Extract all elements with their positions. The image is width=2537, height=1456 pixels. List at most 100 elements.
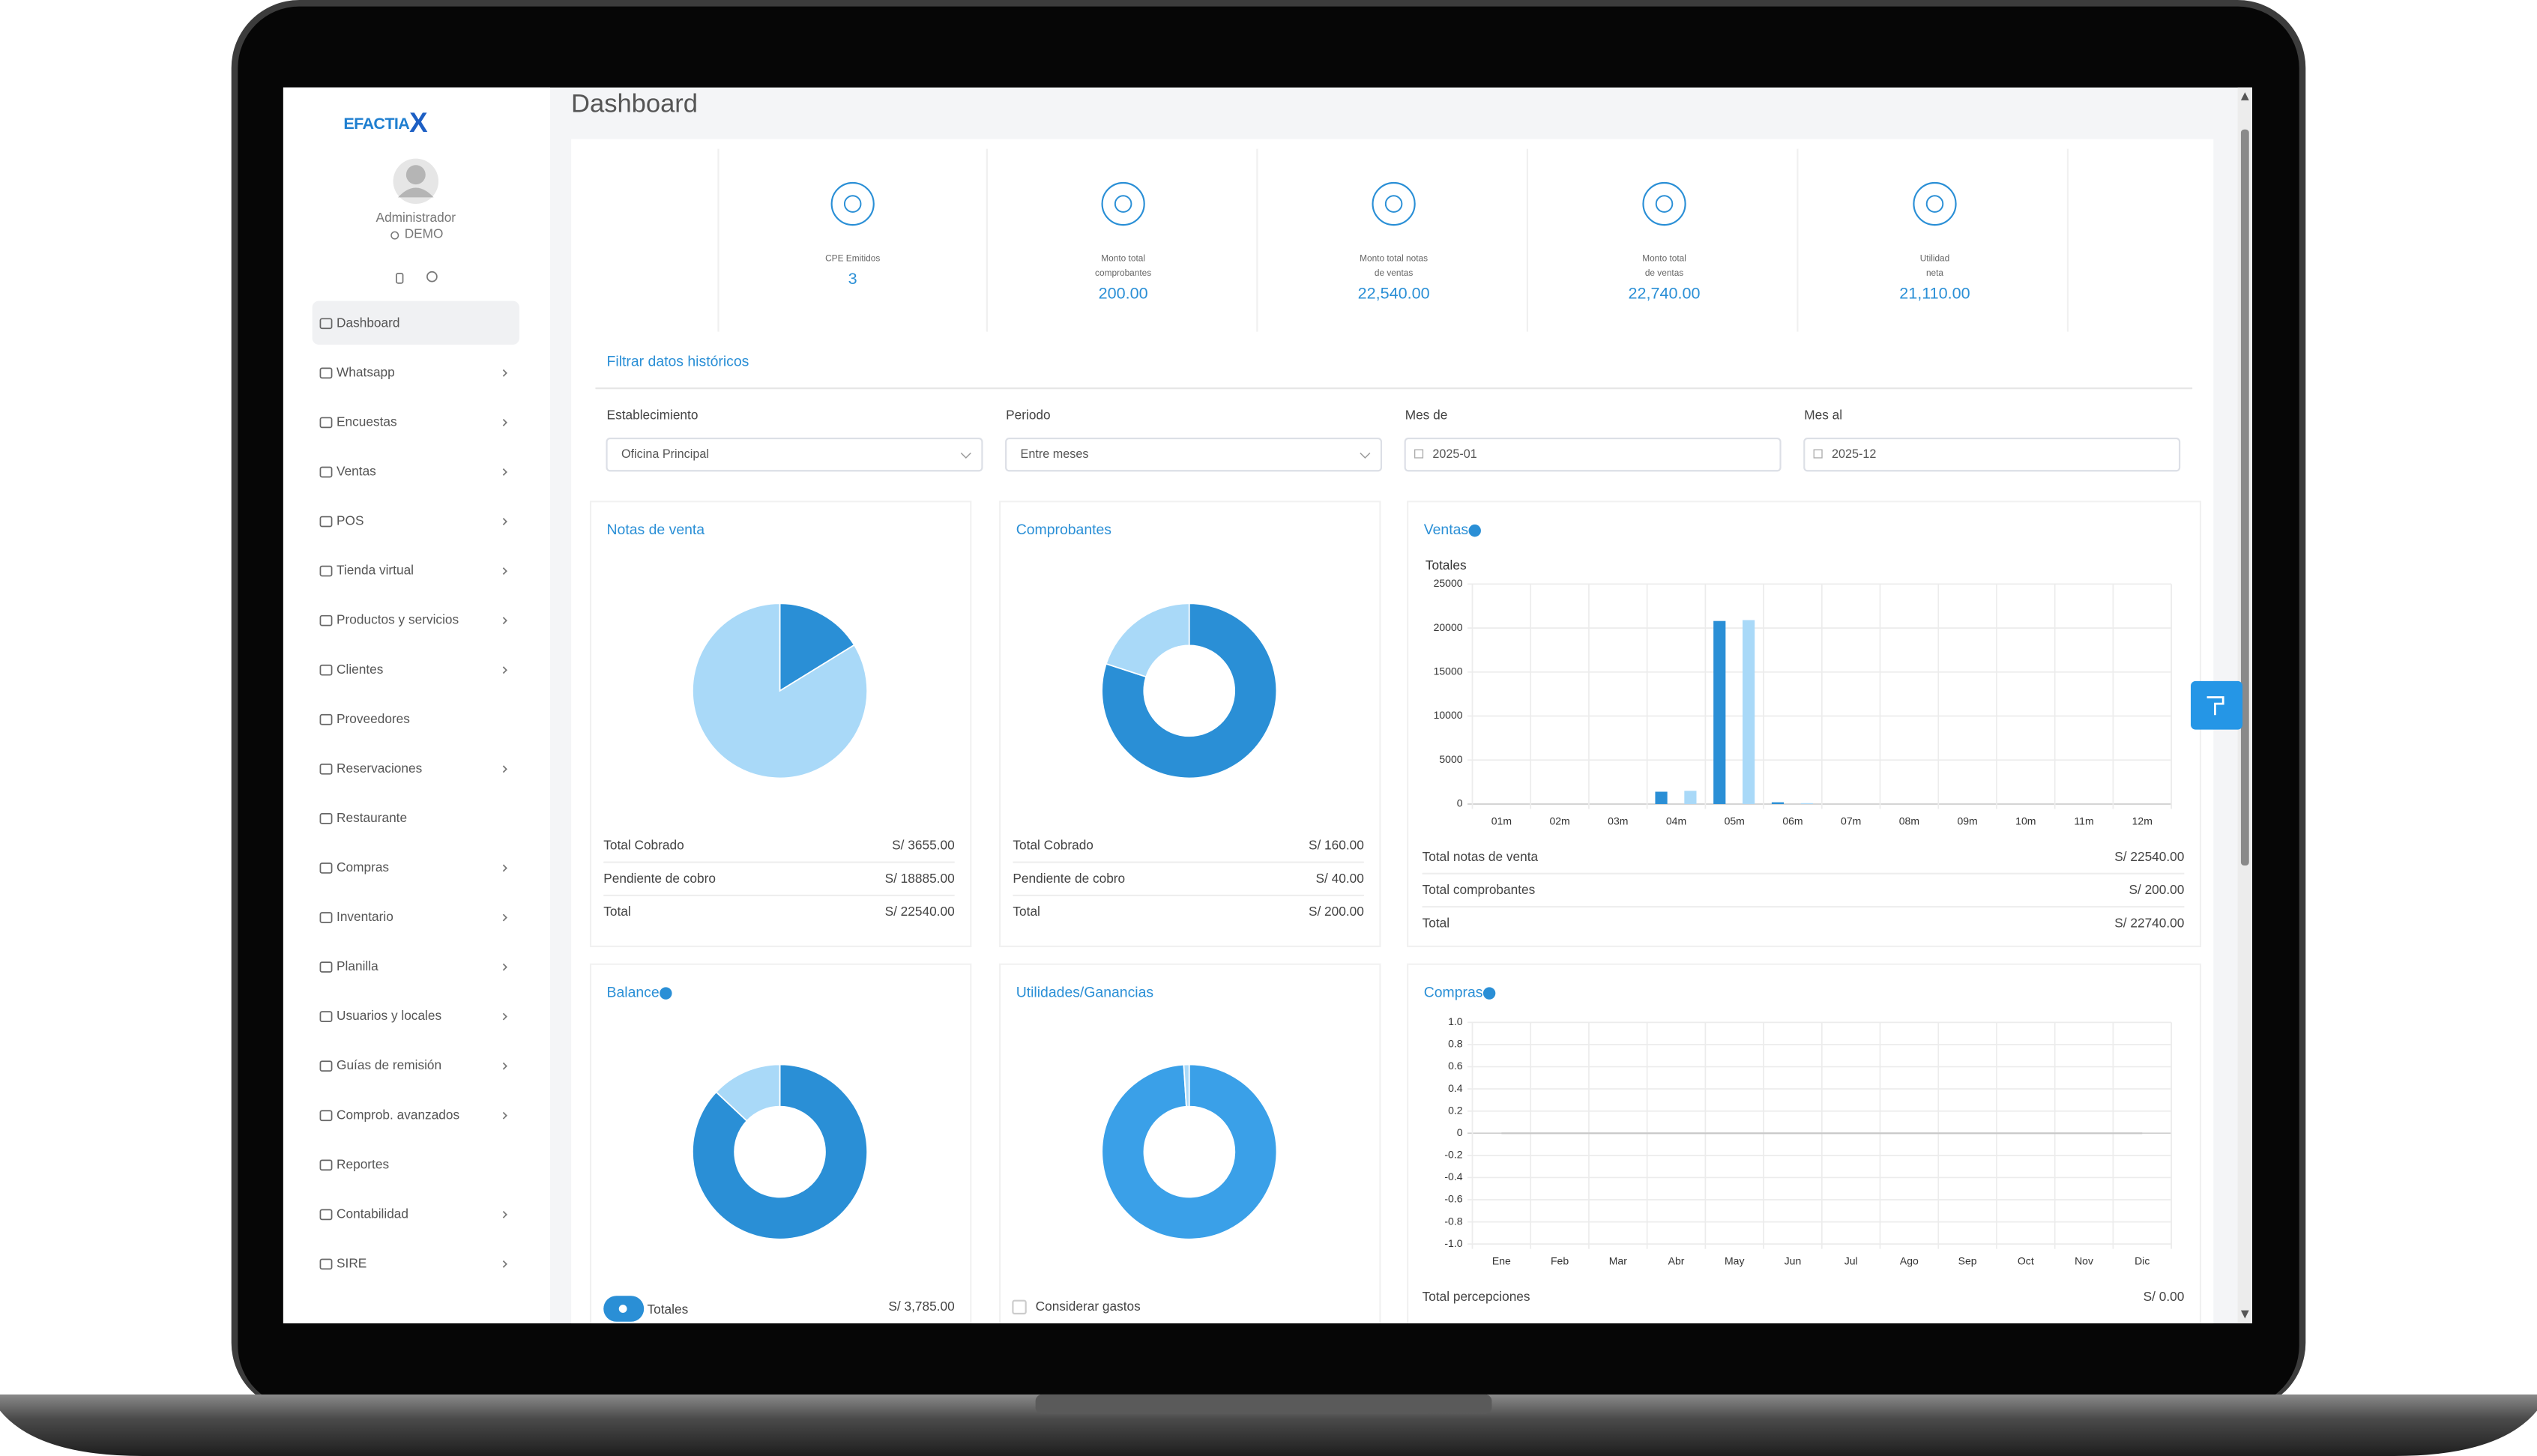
info-icon[interactable] [1482, 987, 1496, 1000]
menu-item[interactable]: Contabilidad [337, 1206, 408, 1221]
menu-icon [319, 912, 333, 923]
x-tick-label: Dic [2135, 1255, 2150, 1267]
user-company: DEMO [405, 226, 444, 241]
menu-item[interactable]: Inventario [337, 909, 393, 924]
stat-value: 21,110.00 [1899, 284, 1970, 303]
menu-item[interactable]: Encuestas [337, 414, 397, 429]
pie-slice [779, 602, 855, 692]
chart-title: Utilidades/Ganancias [1016, 985, 1153, 1001]
pie-slice [1101, 1063, 1278, 1240]
y-tick-label: 5000 [1439, 753, 1462, 765]
menu-item[interactable]: SIRE [337, 1255, 366, 1270]
menu-item[interactable]: Dashboard [337, 315, 399, 330]
menu-chevron [502, 468, 507, 476]
menu-item[interactable]: Planilla [337, 958, 378, 973]
stat-label: Monto total [1101, 253, 1145, 264]
menu-item[interactable]: Compras [337, 860, 389, 874]
pie-slice [1101, 602, 1278, 779]
x-tick-label: Sep [1958, 1255, 1977, 1267]
menu-item[interactable]: POS [337, 513, 363, 528]
info-icon[interactable] [660, 987, 672, 1000]
chart-title: Notas de venta [607, 522, 705, 538]
filter-input[interactable] [1005, 437, 1383, 472]
x-tick-label: 04m [1666, 815, 1686, 827]
brand-mark: X [409, 107, 428, 138]
menu-chevron [502, 518, 507, 525]
x-tick-label: 06m [1782, 815, 1803, 827]
x-tick-label: 08m [1899, 815, 1919, 827]
bulb-icon[interactable] [426, 271, 438, 283]
menu-chevron [502, 765, 507, 773]
bar [1684, 791, 1697, 804]
filter-label: Mes al [1804, 407, 1842, 422]
menu-chevron [502, 1012, 507, 1021]
y-tick-label: 25000 [1434, 577, 1463, 589]
menu-item[interactable]: Guías de remisión [337, 1057, 441, 1072]
info-icon[interactable] [1468, 524, 1481, 537]
pie-slice [692, 602, 868, 779]
menu-icon [319, 713, 333, 725]
menu-item[interactable]: Comprob. avanzados [337, 1107, 459, 1122]
stat-label: de ventas [1645, 268, 1683, 278]
menu-item[interactable]: Clientes [337, 662, 384, 677]
pie-slice [692, 1063, 868, 1240]
menu-icon [319, 863, 333, 874]
stat-label: comprobantes [1095, 268, 1151, 278]
page-title: Dashboard [571, 89, 698, 118]
chart-card [999, 963, 1381, 1323]
x-tick-label: Jun [1785, 1255, 1802, 1267]
menu-item[interactable]: Whatsapp [337, 364, 395, 379]
x-tick-label: Mar [1609, 1255, 1627, 1267]
menu-item[interactable]: Productos y servicios [337, 612, 459, 627]
filter-input[interactable] [1803, 437, 2181, 472]
footer-label: Considerar gastos [1036, 1299, 1141, 1314]
chart-title: Comprobantes [1016, 522, 1111, 538]
x-tick-label: Ene [1492, 1255, 1511, 1267]
bar [1800, 803, 1813, 804]
filter-input[interactable] [606, 437, 983, 472]
stat-icon-inner [843, 195, 862, 213]
menu-icon [319, 417, 333, 429]
floating-button[interactable] [2191, 680, 2243, 730]
menu-item[interactable]: Reportes [337, 1156, 389, 1171]
menu-item[interactable]: Ventas [337, 464, 376, 479]
summary-value: S/ 18885.00 [885, 871, 955, 886]
menu-item[interactable]: Usuarios y locales [337, 1008, 441, 1023]
summary-label: Total comprobantes [1423, 882, 1536, 897]
y-tick-label: 0.8 [1448, 1038, 1463, 1050]
menu-item[interactable]: Restaurante [337, 810, 407, 825]
menu-icon [319, 1258, 333, 1270]
pie-slice [1183, 1063, 1190, 1108]
menu-item[interactable]: Proveedores [337, 711, 410, 726]
filter-input[interactable] [1404, 437, 1782, 472]
y-tick-label: 15000 [1434, 665, 1463, 677]
footer-value: S/ 3,785.00 [888, 1299, 954, 1314]
scrollbar-thumb[interactable] [2240, 129, 2249, 866]
menu-item[interactable]: Reservaciones [337, 761, 423, 776]
stat-label: neta [1926, 268, 1943, 278]
menu-icon [319, 763, 333, 775]
summary-label: Total percepciones [1423, 1289, 1530, 1304]
summary-value: S/ 200.00 [2129, 882, 2184, 897]
filter-title[interactable]: Filtrar datos históricos [607, 354, 749, 370]
calendar-icon [1414, 449, 1424, 459]
menu-icon [319, 1159, 333, 1171]
lock-icon[interactable] [396, 273, 404, 284]
stat-icon [830, 181, 875, 226]
x-tick-label: Jul [1844, 1255, 1858, 1267]
y-tick-label: -0.8 [1444, 1215, 1462, 1227]
stat-label: Monto total [1642, 253, 1686, 264]
summary-label: Total [1013, 904, 1040, 919]
y-tick-label: -0.6 [1444, 1193, 1462, 1205]
user-name: Administrador [376, 210, 456, 225]
menu-icon [319, 614, 333, 626]
menu-item[interactable]: Tienda virtual [337, 563, 414, 578]
x-tick-label: Feb [1551, 1255, 1569, 1267]
menu-icon [319, 1060, 333, 1072]
checkbox[interactable] [1012, 1299, 1027, 1315]
menu-icon [319, 367, 333, 379]
stat-icon [1913, 181, 1957, 226]
filter-value: Entre meses [1021, 447, 1089, 461]
menu-icon [319, 961, 333, 973]
